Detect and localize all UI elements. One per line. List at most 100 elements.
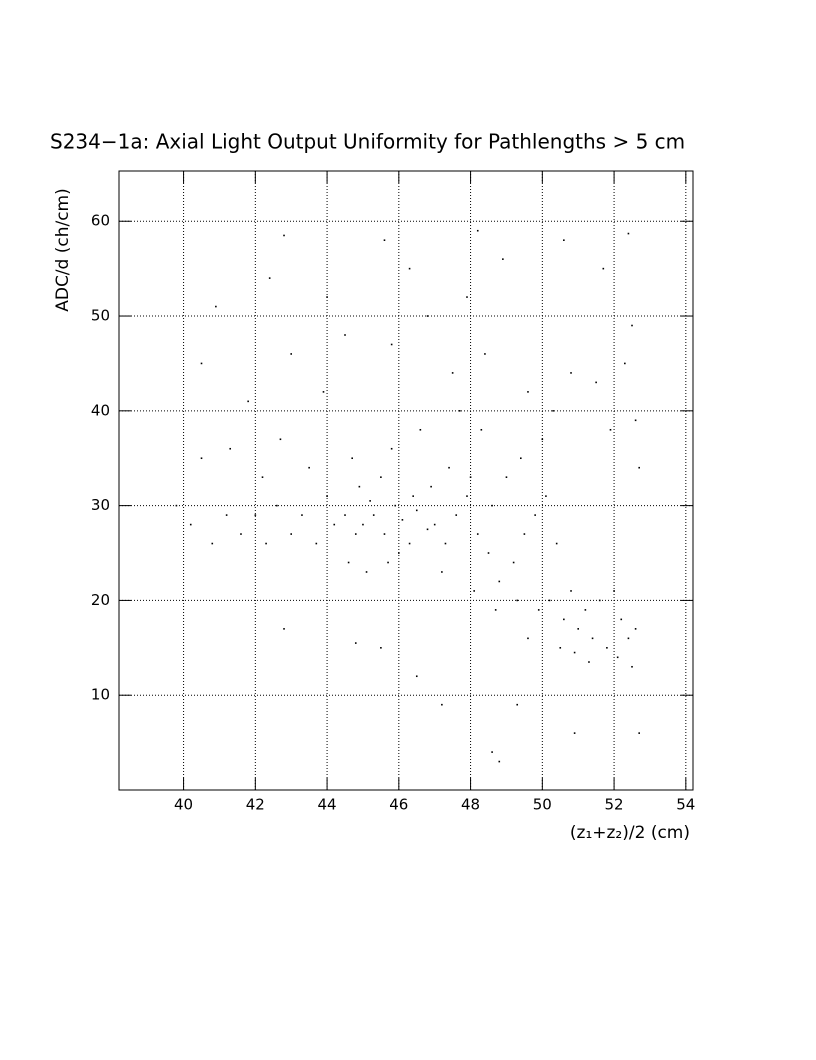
point [200,362,203,365]
point [225,514,228,516]
point [433,523,436,526]
point [441,571,443,573]
point [229,447,232,450]
point [412,495,414,497]
point [175,504,178,507]
y-tick-label: 40 [91,401,110,419]
point [631,665,633,668]
chart-title: S234−1a: Axial Light Output Uniformity f… [50,130,685,154]
x-tick-label: 54 [676,796,695,814]
point [315,542,318,545]
point [577,628,579,630]
point [476,533,479,535]
point [322,391,325,393]
point [627,232,630,235]
point [588,661,590,663]
point [401,519,404,521]
point [563,239,565,241]
point [570,590,572,592]
point [505,476,508,478]
point [301,514,303,516]
y-axis-label: ADC/d (ch/cm) [53,188,73,312]
point [351,457,353,460]
point [498,760,501,763]
x-tick-label: 50 [533,796,552,814]
point [448,466,450,469]
point [398,552,400,554]
point [444,542,447,545]
point [487,552,490,554]
point [631,324,633,327]
y-tick-label: 60 [91,212,110,230]
point [466,296,468,298]
point [408,542,411,545]
point [473,590,475,592]
point [494,609,497,611]
point [520,457,522,460]
point [240,533,242,535]
point [369,500,371,502]
point [372,514,375,516]
point [584,609,587,611]
point [498,580,501,583]
x-tick-label: 42 [246,796,265,814]
point [290,353,292,355]
point [290,533,292,535]
point [570,372,572,374]
point [545,495,547,497]
point [591,637,594,640]
point [215,305,217,308]
point [362,523,364,526]
point [502,258,504,260]
point [609,428,612,431]
point [480,428,483,431]
point [265,542,267,545]
y-tick-label: 10 [91,686,110,704]
point [627,637,630,640]
point [200,457,203,460]
x-axis-label: (z₁+z₂)/2 (cm) [570,823,690,843]
point [189,523,192,526]
point [606,647,608,649]
point [512,561,515,564]
point [491,751,493,753]
point [333,523,336,526]
point [344,334,346,336]
point [279,438,282,441]
point [347,561,350,564]
point [616,656,619,659]
point [624,362,626,365]
plot-frame [118,170,694,791]
point [516,599,519,602]
point [595,381,597,384]
point [548,599,551,602]
point [211,542,214,545]
point [459,410,461,412]
point [455,514,458,516]
point [638,466,640,469]
point [365,571,368,573]
point [573,651,576,654]
point [283,628,285,630]
point [426,528,429,531]
y-tick-label: 50 [91,307,110,325]
point [408,267,411,270]
point [491,504,493,507]
x-tick-label: 40 [174,796,193,814]
point [484,353,486,355]
point [380,647,382,649]
point [537,609,540,611]
point [523,533,526,535]
point [354,642,357,644]
point [254,514,257,516]
point [380,476,382,478]
point [620,618,623,621]
point [555,542,558,545]
point [516,703,519,706]
point [390,343,393,346]
point [634,419,637,422]
point [426,315,429,317]
point [441,703,443,706]
